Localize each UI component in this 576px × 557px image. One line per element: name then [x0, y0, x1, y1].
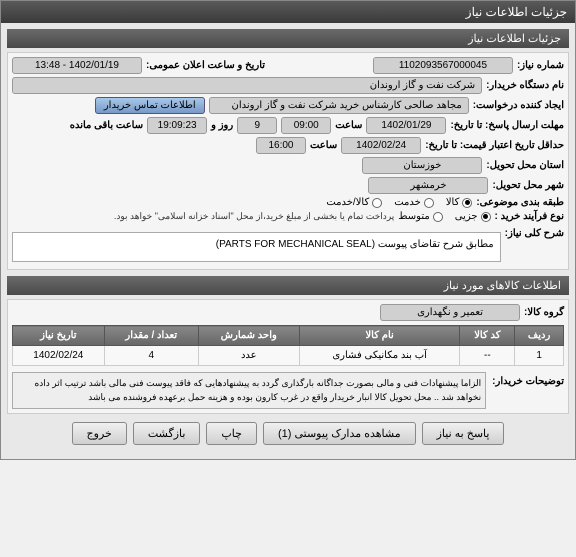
back-button[interactable]: بازگشت: [133, 422, 201, 445]
radio-service[interactable]: خدمت: [394, 197, 434, 208]
table-row[interactable]: 1 -- آب بند مکانیکی فشاری عدد 4 1402/02/…: [13, 346, 564, 366]
radio-dot-icon: [424, 198, 434, 208]
process-label: نوع فرآیند خرید :: [495, 211, 564, 222]
attachments-button[interactable]: مشاهده مدارک پیوستی (1): [263, 422, 416, 445]
th-qty: تعداد / مقدار: [104, 326, 198, 346]
time-label-2: ساعت: [310, 140, 337, 151]
th-unit: واحد شمارش: [198, 326, 299, 346]
deadline-label: مهلت ارسال پاسخ: تا تاریخ:: [450, 120, 564, 131]
days-label: روز و: [211, 120, 233, 131]
cell-name: آب بند مکانیکی فشاری: [299, 346, 460, 366]
print-button[interactable]: چاپ: [206, 422, 257, 445]
deadline-date: 1402/01/29: [366, 117, 446, 134]
category-label: طبقه بندی موضوعی:: [476, 197, 564, 208]
th-date: تاریخ نیاز: [13, 326, 105, 346]
desc-label: شرح کلی نیاز:: [505, 228, 564, 239]
radio-dot-icon: [462, 198, 472, 208]
cell-date: 1402/02/24: [13, 346, 105, 366]
announce-label: تاریخ و ساعت اعلان عمومی:: [146, 60, 265, 71]
cell-code: --: [460, 346, 515, 366]
group-label: گروه کالا:: [524, 307, 564, 318]
remain-time: 19:09:23: [147, 117, 207, 134]
province-label: استان محل تحویل:: [486, 160, 564, 171]
window-title: جزئیات اطلاعات نیاز: [466, 5, 567, 19]
radio-dot-icon: [481, 212, 491, 222]
desc-value: مطابق شرح تقاضای پیوست (PARTS FOR MECHAN…: [12, 232, 501, 262]
creator-label: ایجاد کننده درخواست:: [473, 100, 564, 111]
section-header-items: اطلاعات کالاهای مورد نیاز: [7, 276, 569, 295]
form-area: شماره نیاز: 1102093567000045 تاریخ و ساع…: [7, 52, 569, 270]
radio-partial[interactable]: جزیی: [455, 211, 491, 222]
announce-value: 1402/01/19 - 13:48: [12, 57, 142, 74]
buyer-value: شرکت نفت و گاز اروندان: [12, 77, 482, 94]
th-row: ردیف: [515, 326, 564, 346]
exit-button[interactable]: خروج: [72, 422, 127, 445]
validity-label: حداقل تاریخ اعتبار قیمت: تا تاریخ:: [425, 140, 564, 151]
need-no-value: 1102093567000045: [373, 57, 513, 74]
remain-label: ساعت باقی مانده: [70, 120, 143, 131]
deadline-time: 09:00: [281, 117, 331, 134]
respond-button[interactable]: پاسخ به نیاز: [422, 422, 505, 445]
buyer-label: نام دستگاه خریدار:: [486, 80, 564, 91]
group-value: تعمیر و نگهداری: [380, 304, 520, 321]
radio-dot-icon: [372, 198, 382, 208]
cell-unit: عدد: [198, 346, 299, 366]
table-header-row: ردیف کد کالا نام کالا واحد شمارش تعداد /…: [13, 326, 564, 346]
city-label: شهر محل تحویل:: [492, 180, 564, 191]
validity-time: 16:00: [256, 137, 306, 154]
contact-button[interactable]: اطلاعات تماس خریدار: [95, 97, 205, 114]
cell-qty: 4: [104, 346, 198, 366]
validity-date: 1402/02/24: [341, 137, 421, 154]
buyer-notes-text: الزاما پیشنهادات فنی و مالی بصورت جداگان…: [12, 372, 486, 409]
radio-dot-icon: [433, 212, 443, 222]
footer-buttons: پاسخ به نیاز مشاهده مدارک پیوستی (1) چاپ…: [7, 414, 569, 453]
days-value: 9: [237, 117, 277, 134]
need-no-label: شماره نیاز:: [517, 60, 564, 71]
section-header-details: جزئیات اطلاعات نیاز: [7, 29, 569, 48]
cell-row: 1: [515, 346, 564, 366]
payment-note: پرداخت تمام یا بخشی از مبلغ خرید،از محل …: [114, 211, 394, 222]
radio-goods[interactable]: کالا: [446, 197, 473, 208]
th-code: کد کالا: [460, 326, 515, 346]
time-label-1: ساعت: [335, 120, 362, 131]
buyer-notes: توضیحات خریدار: الزاما پیشنهادات فنی و م…: [12, 372, 564, 409]
window: جزئیات اطلاعات نیاز جزئیات اطلاعات نیاز …: [0, 0, 576, 460]
content: جزئیات اطلاعات نیاز شماره نیاز: 11020935…: [1, 23, 575, 459]
process-radios: جزیی متوسط: [398, 211, 490, 222]
items-table: ردیف کد کالا نام کالا واحد شمارش تعداد /…: [12, 325, 564, 366]
th-name: نام کالا: [299, 326, 460, 346]
items-area: گروه کالا: تعمیر و نگهداری ردیف کد کالا …: [7, 299, 569, 414]
buyer-notes-label: توضیحات خریدار:: [492, 372, 564, 387]
category-radios: کالا خدمت کالا/خدمت: [326, 197, 472, 208]
city-value: خرمشهر: [368, 177, 488, 194]
radio-both[interactable]: کالا/خدمت: [326, 197, 382, 208]
titlebar: جزئیات اطلاعات نیاز: [1, 1, 575, 23]
creator-value: مجاهد صالحی کارشناس خرید شرکت نفت و گاز …: [209, 97, 469, 114]
province-value: خوزستان: [362, 157, 482, 174]
radio-medium[interactable]: متوسط: [398, 211, 442, 222]
